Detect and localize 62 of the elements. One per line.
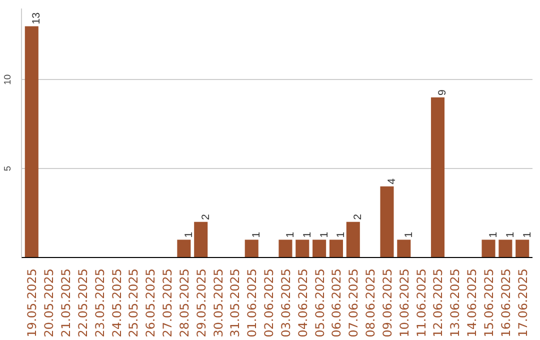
- data-label: 1: [284, 232, 296, 238]
- x-tick-label: 28.05.2025: [177, 268, 192, 338]
- data-label: 1: [182, 232, 195, 238]
- x-tick-label: 25.05.2025: [126, 268, 141, 338]
- x-tick-label: 16.06.2025: [498, 268, 513, 338]
- x-tick-label: 11.06.2025: [414, 268, 428, 338]
- bar: [329, 240, 343, 258]
- data-label: 13: [30, 12, 43, 24]
- x-tick-label: 24.05.2025: [110, 268, 124, 338]
- x-tick-label: 14.06.2025: [465, 268, 480, 338]
- x-tick-label: 20.05.2025: [42, 268, 56, 338]
- x-tick-label: 01.06.2025: [245, 268, 260, 338]
- bar: [312, 240, 326, 258]
- data-label: 1: [250, 232, 263, 238]
- bar: [346, 222, 360, 258]
- x-tick-label: 31.05.2025: [228, 268, 242, 338]
- data-label: 1: [318, 232, 330, 238]
- bar: [380, 186, 394, 258]
- bar: [194, 222, 208, 258]
- data-label: 1: [488, 232, 500, 238]
- x-tick-label: 09.06.2025: [380, 268, 394, 338]
- bar: [296, 240, 310, 258]
- x-tick-label: 02.06.2025: [262, 268, 276, 338]
- data-label: 1: [301, 232, 314, 238]
- x-tick-label: 19.05.2025: [25, 268, 40, 338]
- y-tick-label: 10: [2, 74, 12, 85]
- data-label: 1: [504, 232, 516, 238]
- bar: [177, 240, 191, 258]
- x-tick-label: 12.06.2025: [431, 268, 446, 338]
- y-tick-label: 5: [2, 166, 12, 172]
- x-tick-label: 26.05.2025: [144, 268, 158, 338]
- x-tick-label: 07.06.2025: [346, 268, 361, 338]
- x-tick-label: 30.05.2025: [211, 268, 226, 338]
- bar: [430, 97, 445, 258]
- bar: [516, 240, 530, 258]
- data-label: 1: [521, 232, 534, 238]
- x-tick-label: 03.06.2025: [278, 268, 293, 338]
- data-label: 9: [436, 89, 449, 96]
- x-tick-label: 21.05.2025: [58, 268, 73, 338]
- bar: [482, 240, 496, 258]
- data-label: 1: [402, 232, 415, 238]
- bar: [278, 240, 292, 258]
- bar: [24, 26, 38, 258]
- data-label: 1: [335, 232, 348, 238]
- x-tick-label: 29.05.2025: [194, 268, 208, 338]
- bar: [397, 240, 411, 258]
- x-tick-label: 27.05.2025: [160, 268, 175, 338]
- x-tick-label: 10.06.2025: [397, 268, 412, 338]
- x-tick-label: 04.06.2025: [296, 268, 310, 338]
- data-label: 2: [200, 214, 212, 220]
- x-tick-label: 05.06.2025: [312, 268, 327, 338]
- data-label: 2: [352, 214, 364, 220]
- data-label: 4: [386, 178, 398, 184]
- x-tick-label: 08.06.2025: [364, 268, 378, 338]
- bar: [244, 240, 258, 258]
- x-tick-label: 23.05.2025: [92, 268, 107, 338]
- x-tick-label: 15.06.2025: [482, 268, 496, 338]
- x-tick-label: 17.06.2025: [516, 268, 530, 338]
- x-tick-label: 13.06.2025: [448, 268, 462, 338]
- bar: [498, 240, 512, 258]
- x-tick-label: 06.06.2025: [330, 268, 344, 338]
- x-tick-label: 22.05.2025: [76, 268, 90, 338]
